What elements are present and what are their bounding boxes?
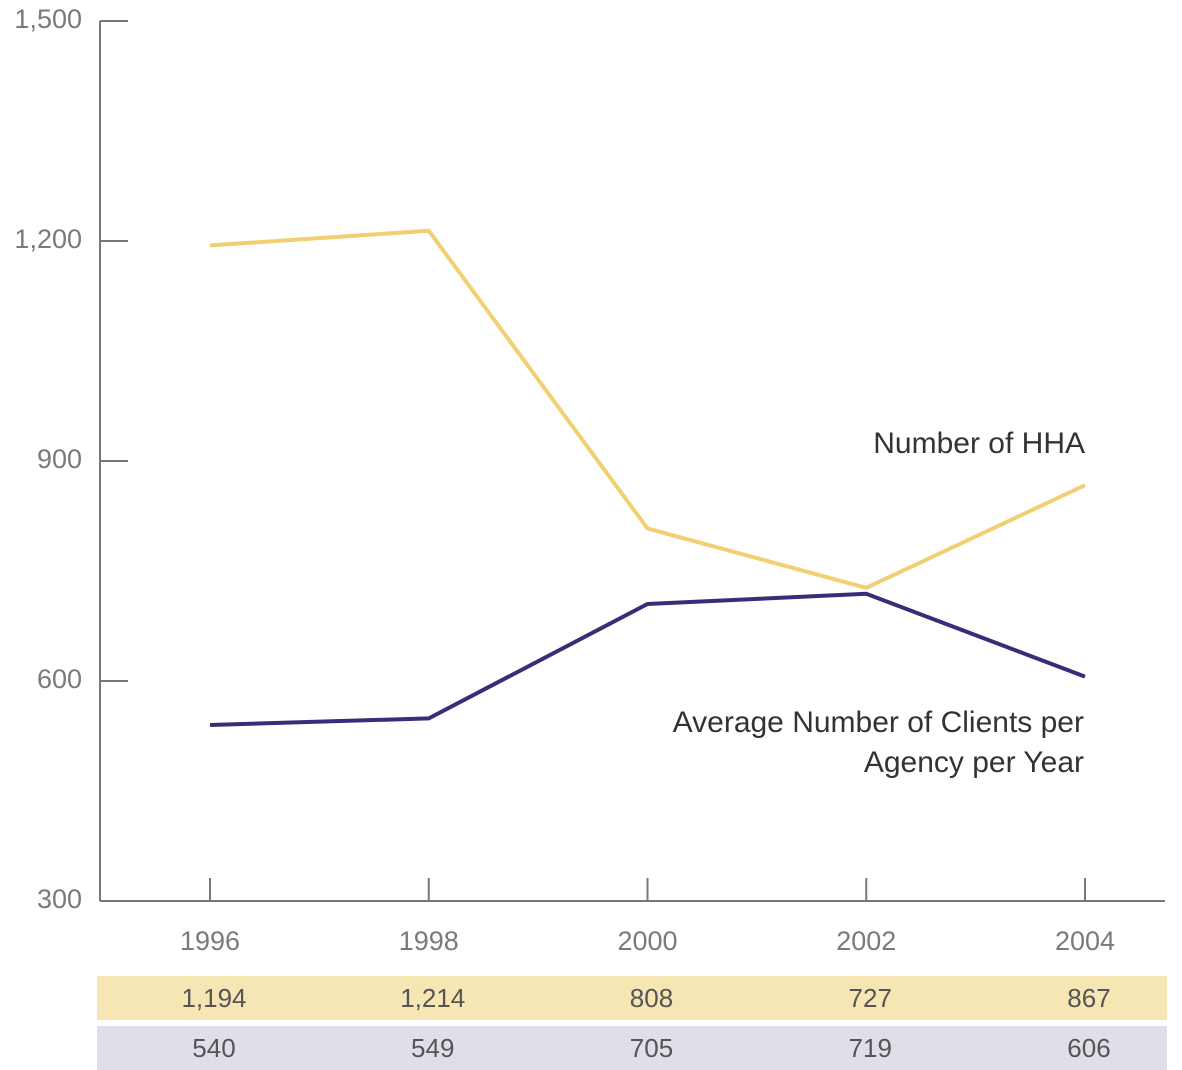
series-label: Average Number of Clients per Agency per… [672, 706, 1084, 779]
x-tick-label: 2002 [836, 926, 896, 956]
table-cell: 808 [630, 983, 673, 1013]
table-cell: 606 [1067, 1033, 1110, 1063]
x-tick-label: 1996 [180, 926, 240, 956]
series-line [209, 228, 1086, 590]
table-cell: 1,194 [181, 983, 246, 1013]
y-tick-label: 1,500 [14, 4, 82, 34]
x-tick-label: 1998 [399, 926, 459, 956]
y-tick-label: 600 [37, 664, 82, 694]
table-cell: 719 [849, 1033, 892, 1063]
x-tick-label: 2004 [1055, 926, 1115, 956]
y-tick-label: 900 [37, 444, 82, 474]
y-tick-label: 300 [37, 884, 82, 914]
x-tick-label: 2000 [617, 926, 677, 956]
table-cell: 540 [192, 1033, 235, 1063]
table-cell: 1,214 [400, 983, 465, 1013]
table-cell: 727 [849, 983, 892, 1013]
series-line [209, 591, 1086, 727]
table-row [97, 1026, 1167, 1070]
series-label: Number of HHA [873, 427, 1085, 460]
table-row [97, 976, 1167, 1020]
table-cell: 867 [1067, 983, 1110, 1013]
table-cell: 705 [630, 1033, 673, 1063]
table-cell: 549 [411, 1033, 454, 1063]
y-tick-label: 1,200 [14, 224, 82, 254]
